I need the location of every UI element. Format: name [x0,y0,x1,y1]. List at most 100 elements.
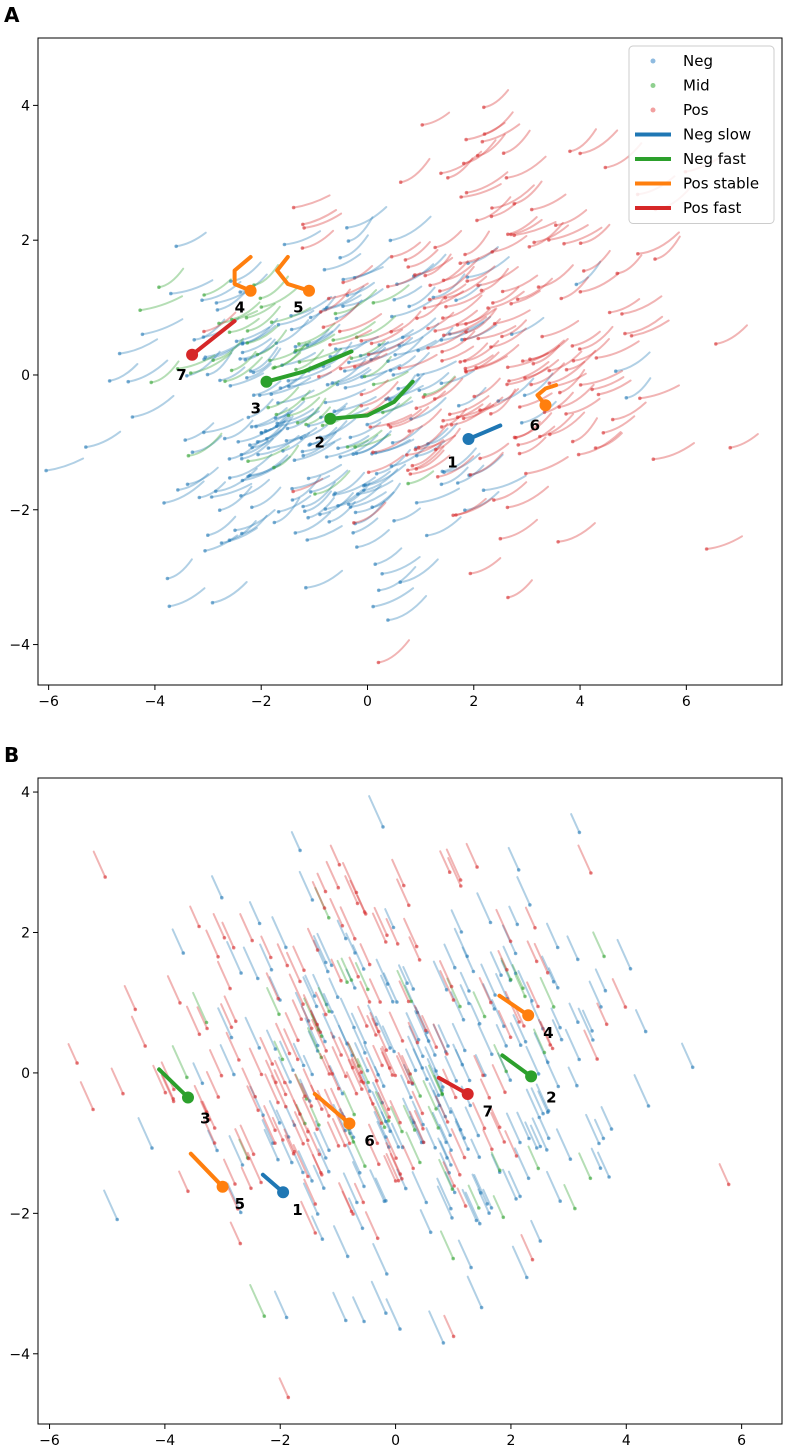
trajectory [600,1106,613,1131]
trajectory [224,356,263,383]
point [315,1043,320,1048]
legend-label: Mid [683,77,710,95]
point [363,483,367,487]
trajectory [354,1042,369,1072]
trajectory [217,310,259,325]
point [474,365,478,370]
trajectory [487,290,525,310]
trajectory [597,379,632,396]
point [340,924,345,928]
point [576,452,581,457]
point [597,1141,601,1146]
point [501,151,506,155]
trajectory [309,1010,322,1034]
trajectory [240,439,269,456]
trajectory [240,437,274,460]
point [412,1128,417,1132]
point [513,951,518,956]
trajectory [354,500,386,525]
point [227,457,232,461]
point [280,1057,285,1062]
trajectory [398,322,440,347]
trajectory [363,355,392,378]
point [477,1155,482,1159]
point [228,384,233,388]
trajectory [301,229,335,250]
legend-frame [628,45,775,224]
point [467,1078,472,1083]
point [406,999,411,1004]
trajectory [548,350,583,372]
point [536,1004,540,1009]
point [441,333,446,338]
point [331,1035,336,1039]
trajectory [306,1127,321,1156]
point [266,405,271,410]
trajectory [440,466,469,486]
trajectory [292,1099,309,1133]
trajectory [459,984,470,1005]
point [407,304,411,309]
trajectory [245,303,276,319]
point [240,341,245,345]
point [337,863,342,867]
trajectory [514,420,541,439]
point [362,374,367,379]
point [551,980,556,984]
trajectory [343,346,386,372]
trajectory [175,231,207,248]
trajectory [507,846,520,871]
trajectory [354,433,392,449]
trajectory [475,344,520,369]
point [426,442,430,446]
trajectory [84,430,122,449]
trajectory [351,1057,365,1084]
point [343,1128,348,1133]
point [487,1096,492,1100]
point [463,508,467,512]
trajectory [381,1051,394,1077]
highlight-trajectory-7: 7 [436,1075,493,1121]
point [444,988,449,992]
trajectory [168,587,206,608]
trajectory [226,941,243,975]
point [515,297,520,302]
series-mid [171,887,606,1318]
trajectory [403,917,418,948]
point [346,502,351,507]
trajectory-start-marker [461,1088,474,1100]
trajectory [462,139,497,165]
trajectory [539,976,555,1008]
point [413,1068,418,1073]
panel-label: A [4,3,20,27]
trajectory [514,1006,525,1027]
trajectory [163,480,205,504]
point [434,1107,438,1111]
point [347,360,351,365]
point [274,1080,278,1085]
trajectory [465,351,500,373]
point [385,1272,389,1276]
trajectory [230,350,257,372]
point [547,368,551,373]
trajectory [571,330,601,347]
trajectory [367,1004,378,1026]
trajectory [137,1117,153,1150]
point [246,415,251,420]
trajectory [390,444,428,468]
point [91,1107,95,1112]
point [434,1045,439,1049]
point [415,316,419,321]
trajectory [495,1024,508,1047]
point [515,922,520,927]
trajectory [401,1055,412,1075]
point [336,504,340,508]
point [365,422,370,427]
trajectory [212,913,226,939]
point [485,1202,490,1206]
trajectory [529,1124,542,1148]
trajectory [184,422,215,442]
trajectory [330,1087,345,1118]
trajectory [298,347,343,364]
trajectory [433,1074,444,1095]
